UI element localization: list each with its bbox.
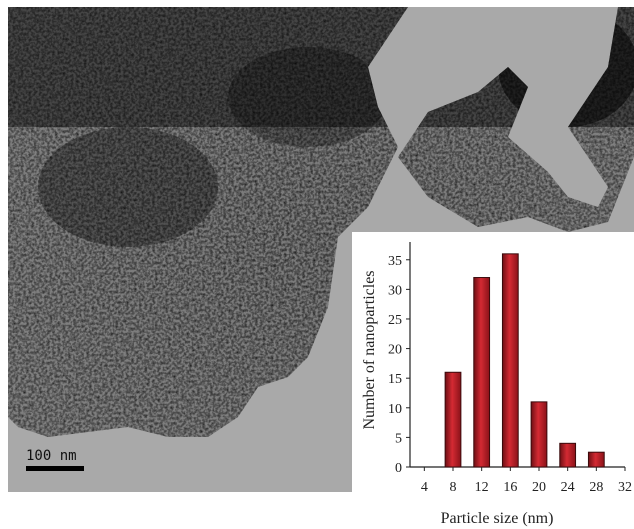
- chart-ticks: 0 5 10 15 20 25 30 35 4 8 12 16 20 24 28 32: [388, 254, 632, 495]
- x-tick-label: 28: [589, 480, 603, 495]
- y-tick-label: 30: [388, 283, 402, 298]
- size-distribution-chart: 0 5 10 15 20 25 30 35 4 8 12 16 20 24 28 32 Number of n…: [361, 242, 632, 527]
- histogram-bar: [530, 401, 548, 468]
- x-tick-label: 8: [450, 480, 457, 495]
- chart-bars: [444, 253, 605, 468]
- y-tick-label: 0: [395, 461, 402, 476]
- histogram-bar: [444, 371, 462, 468]
- x-tick-label: 4: [421, 480, 428, 495]
- x-tick-label: 20: [532, 480, 546, 495]
- y-tick-label: 15: [388, 372, 402, 387]
- x-tick-label: 12: [475, 480, 489, 495]
- histogram-bar: [501, 253, 519, 468]
- x-tick-label: 24: [561, 480, 575, 495]
- y-tick-label: 35: [388, 254, 402, 269]
- y-tick-label: 20: [388, 343, 402, 358]
- histogram-bar: [587, 451, 605, 468]
- scale-bar: 100 nm: [26, 448, 88, 478]
- scale-bar-line: [26, 466, 84, 471]
- y-tick-label: 10: [388, 402, 402, 417]
- x-tick-label: 16: [503, 480, 517, 495]
- scale-bar-label: 100 nm: [26, 448, 77, 464]
- size-distribution-inset: 0 5 10 15 20 25 30 35 4 8 12 16 20 24 28 32 Number of n…: [352, 232, 634, 529]
- x-axis-label: Particle size (nm): [441, 510, 554, 527]
- histogram-bar: [473, 277, 491, 468]
- x-tick-label: 32: [618, 480, 632, 495]
- histogram-bar: [559, 442, 577, 468]
- y-tick-label: 5: [395, 431, 402, 446]
- y-axis-label: Number of nanoparticles: [361, 270, 378, 429]
- y-tick-label: 25: [388, 313, 402, 328]
